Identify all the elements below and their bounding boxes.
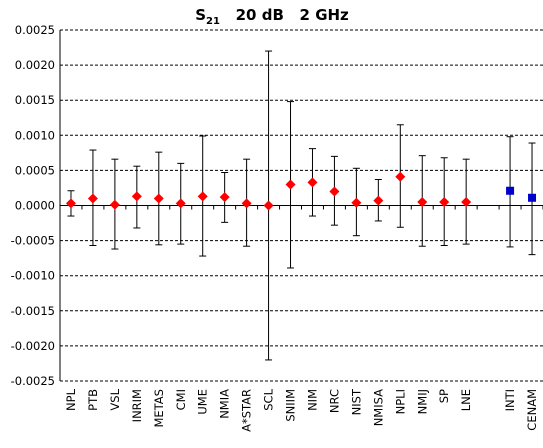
x-category-label: INRIM bbox=[130, 389, 144, 422]
data-point-diamond bbox=[241, 198, 252, 209]
x-category-label: CMI bbox=[174, 389, 188, 410]
data-point-diamond bbox=[373, 195, 384, 206]
data-point-square bbox=[528, 193, 537, 202]
x-category-label: NRC bbox=[327, 389, 341, 413]
x-category-label: NMIA bbox=[218, 389, 232, 419]
plot-area: 0.0025 0.0020 0.0015 0.0010 0.0005 0.0000 -0.0… bbox=[11, 23, 543, 432]
x-category-label: METAS bbox=[152, 389, 166, 428]
y-tick-label: 0.0010 bbox=[15, 128, 55, 142]
data-point-diamond bbox=[109, 199, 120, 210]
data-point-diamond bbox=[329, 186, 340, 197]
x-category-label: VSL bbox=[108, 388, 122, 410]
x-category-label: LNE bbox=[459, 389, 473, 411]
y-tick-label: -0.0020 bbox=[11, 339, 55, 353]
data-point-diamond bbox=[153, 193, 164, 204]
data-point-diamond bbox=[351, 197, 362, 208]
y-tick-label: 0.0015 bbox=[15, 93, 55, 107]
x-category-label: UME bbox=[196, 389, 210, 415]
data-point-diamond bbox=[87, 193, 98, 204]
x-category-label: SNIIM bbox=[284, 389, 298, 422]
data-point-diamond bbox=[439, 196, 450, 207]
data-point-diamond bbox=[307, 177, 318, 188]
x-category-label: NPLI bbox=[393, 389, 407, 414]
y-tick-label: -0.0010 bbox=[11, 269, 55, 283]
x-category-label: SCL bbox=[262, 388, 276, 410]
x-category-label: INTI bbox=[503, 389, 517, 411]
y-tick-label: 0.0025 bbox=[15, 23, 55, 37]
x-category-label: CENAM bbox=[525, 389, 539, 431]
chart-title-subscript: 21 bbox=[206, 16, 220, 27]
x-category-label: NPL bbox=[64, 388, 78, 411]
chart-title: S21 20 dB 2 GHz bbox=[195, 6, 349, 27]
data-point-diamond bbox=[285, 179, 296, 190]
y-tick-label: -0.0015 bbox=[11, 304, 55, 318]
data-point-diamond bbox=[395, 171, 406, 182]
y-tick-label: 0.0005 bbox=[15, 163, 55, 177]
x-category-label: NIM bbox=[305, 389, 319, 411]
data-point-square bbox=[506, 186, 515, 195]
data-point-diamond bbox=[263, 200, 274, 211]
x-category-label: NIST bbox=[349, 388, 363, 415]
data-point-diamond bbox=[417, 196, 428, 207]
x-category-label: A*STAR bbox=[240, 389, 254, 432]
x-category-label: SP bbox=[437, 389, 451, 403]
data-point-diamond bbox=[175, 198, 186, 209]
data-point-diamond bbox=[65, 198, 76, 209]
y-tick-label: -0.0025 bbox=[11, 374, 55, 388]
data-point-diamond bbox=[219, 192, 230, 203]
x-category-label: NMISA bbox=[371, 389, 385, 426]
y-tick-label: 0.0000 bbox=[15, 199, 55, 213]
chart-title-main: S bbox=[195, 6, 206, 24]
x-category-label: NMIJ bbox=[415, 389, 429, 414]
data-point-diamond bbox=[461, 196, 472, 207]
y-tick-label: -0.0005 bbox=[11, 234, 55, 248]
x-category-label: PTB bbox=[86, 389, 100, 411]
data-point-diamond bbox=[197, 191, 208, 202]
data-point-diamond bbox=[131, 191, 142, 202]
y-tick-label: 0.0020 bbox=[15, 58, 55, 72]
chart-title-rest: 20 dB 2 GHz bbox=[220, 6, 349, 24]
